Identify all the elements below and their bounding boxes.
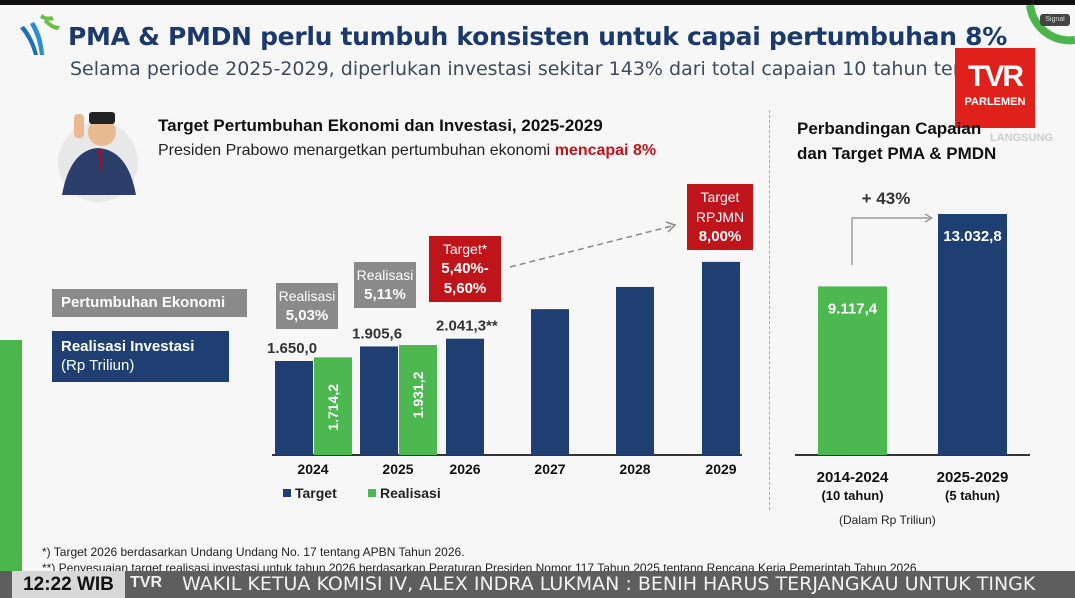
ministry-logo-icon (20, 14, 60, 55)
bar-target-2025 (360, 346, 398, 455)
x-tick-2025: 2025 (382, 461, 413, 477)
x-tick-2026: 2026 (449, 461, 480, 477)
trend-arrow (509, 225, 673, 268)
live-overlay: LANGSUNG (990, 132, 1053, 144)
label-growth: Pertumbuhan Ekonomi (52, 289, 247, 317)
legend-swatch-Realisasi (368, 489, 376, 497)
value-label-2014-2024: 9.117,4 (828, 300, 878, 317)
value-label-2025-2029: 13.032,8 (943, 228, 1001, 245)
subheading-text: Presiden Prabowo menargetkan pertumbuhan… (158, 142, 555, 159)
growth-box-value: 5,11% (364, 286, 406, 303)
label-investment-title: Realisasi Investasi (61, 338, 195, 355)
x-tick-2029: 2029 (705, 461, 736, 477)
right-heading: Perbandingan Capaian dan Target PMA & PM… (797, 116, 1027, 166)
bar-target-2024 (275, 361, 313, 455)
growth-annotation: + 43% (862, 189, 911, 208)
left-subheading: Presiden Prabowo menargetkan pertumbuhan… (158, 142, 656, 160)
x-subtick-2014-2024: (10 tahun) (821, 488, 883, 503)
logo-text: TVR (968, 60, 1024, 93)
bar-target-2026 (446, 338, 484, 455)
growth-box-value2: 5,60% (443, 280, 487, 297)
green-arc (1026, 4, 1075, 45)
logo-sub: PARLEMEN (964, 96, 1026, 108)
bar-realisasi-2024 (314, 357, 352, 455)
bar-2025-2029 (938, 214, 1007, 455)
growth-box-2026: Target* 5,40%- 5,60% (429, 236, 501, 302)
footnote-1: *) Target 2026 berdasarkan Undang Undang… (42, 545, 465, 559)
legend-label-Target: Target (295, 485, 337, 501)
growth-box-2024: Realisasi 5,03% (276, 283, 338, 329)
signal-badge: Signal (1040, 14, 1070, 26)
bar-realisasi-2025 (399, 344, 437, 455)
growth-box-line1: Realisasi (278, 288, 336, 304)
broadcaster-logo: TVR PARLEMEN (955, 48, 1035, 128)
x-tick-2028: 2028 (619, 461, 650, 477)
growth-arrow (851, 217, 930, 265)
x-tick-2027: 2027 (534, 461, 565, 477)
decorative-green-strip (0, 340, 22, 572)
growth-box-value: 8,00% (698, 228, 742, 245)
x-subtick-2025-2029: (5 tahun) (945, 488, 1000, 503)
label-target-2024: 1.650,0 (267, 340, 317, 357)
trend-arrow-head (665, 221, 677, 233)
right-heading-line2: dan Target PMA & PMDN (797, 144, 997, 163)
growth-box-2029: Target RPJMN 8,00% (687, 184, 753, 250)
bar-target-2029 (702, 261, 740, 455)
label-investment-unit: (Rp Triliun) (61, 357, 135, 374)
x-tick-2014-2024: 2014-2024 (817, 469, 889, 486)
label-target-2026: 2.041,3** (436, 318, 498, 335)
subheading-highlight: mencapai 8% (554, 142, 657, 159)
bar-target-2028 (616, 286, 654, 455)
ticker-logo: TVR (130, 574, 162, 591)
x-tick-2025-2029: 2025-2029 (937, 469, 1009, 486)
growth-box-line1: Target* (442, 241, 488, 257)
left-heading: Target Pertumbuhan Ekonomi dan Investasi… (158, 116, 603, 135)
legend-label-Realisasi: Realisasi (380, 485, 441, 501)
growth-box-line2: RPJMN (695, 209, 745, 225)
label-realisasi-2025: 1.931,2 (410, 371, 426, 418)
president-illustration (58, 112, 138, 202)
legend-swatch-Target (283, 489, 291, 497)
bar-2014-2024 (818, 286, 887, 455)
growth-arrow-head (924, 213, 934, 223)
panel-divider (769, 110, 770, 510)
growth-box-line1: Target (700, 189, 740, 205)
unit-note: (Dalam Rp Triliun) (839, 513, 936, 527)
label-realisasi-2024: 1.714,2 (325, 384, 341, 431)
x-tick-2024: 2024 (297, 461, 328, 477)
ticker-time: 12:22 WIB (12, 571, 125, 598)
top-bar (0, 0, 1075, 5)
growth-box-value: 5,03% (285, 307, 329, 324)
growth-box-2025: Realisasi 5,11% (354, 262, 416, 308)
ticker-text: WAKIL KETUA KOMISI IV, ALEX INDRA LUKMAN… (182, 573, 1036, 595)
growth-box-value: 5,40%- (441, 260, 489, 277)
label-target-2025: 1.905,6 (352, 325, 402, 342)
growth-box-line1: Realisasi (356, 267, 414, 283)
right-heading-line1: Perbandingan Capaian (797, 119, 982, 138)
label-investment: Realisasi Investasi (Rp Triliun) (52, 331, 229, 382)
news-ticker (0, 571, 1075, 598)
page-title: PMA & PMDN perlu tumbuh konsisten untuk … (68, 22, 1007, 51)
bar-target-2027 (531, 309, 569, 455)
page-subtitle: Selama periode 2025-2029, diperlukan inv… (70, 58, 961, 80)
